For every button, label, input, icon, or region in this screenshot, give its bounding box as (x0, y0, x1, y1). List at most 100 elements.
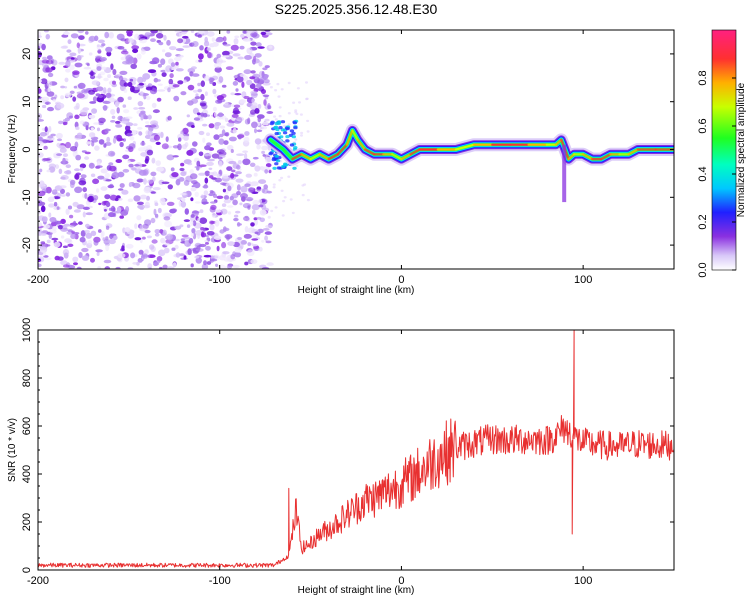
noise-speckle (117, 46, 125, 50)
noise-speckle (60, 85, 65, 89)
noise-speckle (243, 69, 252, 75)
ridge-blob (282, 131, 288, 135)
noise-speckle (198, 243, 207, 248)
noise-speckle (198, 130, 205, 136)
noise-speckle (192, 220, 197, 227)
noise-speckle (105, 92, 112, 99)
noise-speckle (60, 227, 69, 232)
ridge-blob (293, 146, 298, 150)
noise-speckle (43, 30, 49, 33)
noise-speckle (291, 211, 295, 215)
noise-speckle (187, 84, 195, 91)
noise-speckle (81, 255, 90, 261)
noise-speckle (129, 136, 135, 141)
noise-speckle (138, 107, 146, 110)
noise-speckle (65, 68, 71, 73)
noise-speckle (48, 203, 55, 208)
noise-speckle (156, 79, 161, 82)
noise-speckle (110, 152, 115, 156)
noise-speckle (190, 263, 194, 268)
noise-speckle (161, 181, 170, 185)
colorbar-label: Normalized spectral amplitude (736, 82, 747, 217)
noise-speckle (301, 184, 305, 187)
y-tick-label: 10 (21, 96, 33, 108)
noise-speckle (144, 229, 151, 234)
noise-speckle (234, 247, 242, 253)
noise-speckle (149, 244, 155, 250)
ridge-blob (291, 131, 296, 135)
noise-speckle (124, 116, 133, 119)
noise-speckle (241, 81, 245, 88)
noise-speckle (123, 109, 130, 114)
noise-speckle (181, 234, 189, 238)
noise-speckle (212, 106, 217, 112)
noise-speckle (166, 154, 175, 161)
noise-speckle (236, 184, 241, 191)
noise-speckle (247, 242, 251, 247)
noise-speckle (92, 195, 99, 201)
noise-speckle (165, 136, 169, 143)
noise-speckle (145, 121, 150, 124)
noise-speckle (131, 45, 140, 50)
noise-speckle (224, 234, 233, 240)
noise-speckle (169, 73, 174, 79)
noise-speckle (63, 223, 70, 227)
noise-speckle (102, 100, 111, 104)
noise-speckle (130, 252, 136, 259)
noise-speckle (220, 208, 228, 215)
noise-speckle (177, 143, 182, 151)
noise-speckle (260, 31, 267, 36)
noise-speckle (258, 179, 267, 185)
noise-speckle (69, 64, 75, 71)
ridge-blob (270, 120, 275, 124)
noise-speckle (38, 141, 44, 147)
noise-speckle (162, 264, 168, 269)
noise-speckle (236, 222, 241, 227)
noise-speckle (63, 31, 70, 36)
noise-speckle (38, 152, 44, 158)
noise-speckle (88, 193, 94, 197)
noise-speckle (243, 95, 250, 100)
noise-speckle (138, 249, 144, 255)
noise-speckle (62, 121, 68, 126)
noise-speckle (223, 199, 232, 204)
noise-speckle (76, 266, 82, 269)
colorbar-tick-label: 0.0 (697, 262, 709, 277)
noise-speckle (250, 109, 256, 115)
noise-speckle (40, 78, 48, 85)
noise-speckle (212, 171, 218, 176)
noise-speckle (96, 251, 100, 256)
ridge-core (300, 153, 312, 161)
noise-speckle (272, 186, 276, 189)
y-tick-label: -10 (21, 189, 33, 205)
colorbar-tick-label: 0.4 (697, 166, 709, 181)
noise-speckle (103, 143, 107, 148)
noise-region (38, 30, 310, 269)
noise-speckle (306, 198, 310, 202)
noise-speckle (235, 210, 241, 214)
noise-speckle (79, 163, 87, 169)
noise-speckle (103, 259, 112, 264)
noise-speckle (86, 63, 90, 67)
noise-speckle (74, 168, 80, 172)
noise-speckle (180, 171, 187, 177)
noise-speckle (127, 160, 131, 164)
noise-speckle (46, 80, 53, 88)
noise-speckle (295, 164, 299, 167)
noise-speckle (48, 163, 57, 169)
x-tick-label: 100 (574, 575, 592, 587)
ridge-blob (274, 154, 279, 158)
noise-speckle (139, 38, 147, 44)
y-tick-label: 0 (21, 567, 33, 573)
noise-speckle (136, 201, 144, 205)
noise-speckle (47, 72, 54, 78)
noise-speckle (236, 165, 241, 170)
noise-speckle (278, 179, 282, 182)
noise-speckle (170, 62, 176, 67)
noise-speckle (194, 191, 199, 197)
noise-speckle (46, 169, 51, 173)
noise-speckle (57, 138, 62, 142)
noise-speckle (168, 78, 174, 85)
y-axis-label: SNR (10 * v/v) (7, 418, 18, 482)
noise-speckle (40, 205, 46, 213)
